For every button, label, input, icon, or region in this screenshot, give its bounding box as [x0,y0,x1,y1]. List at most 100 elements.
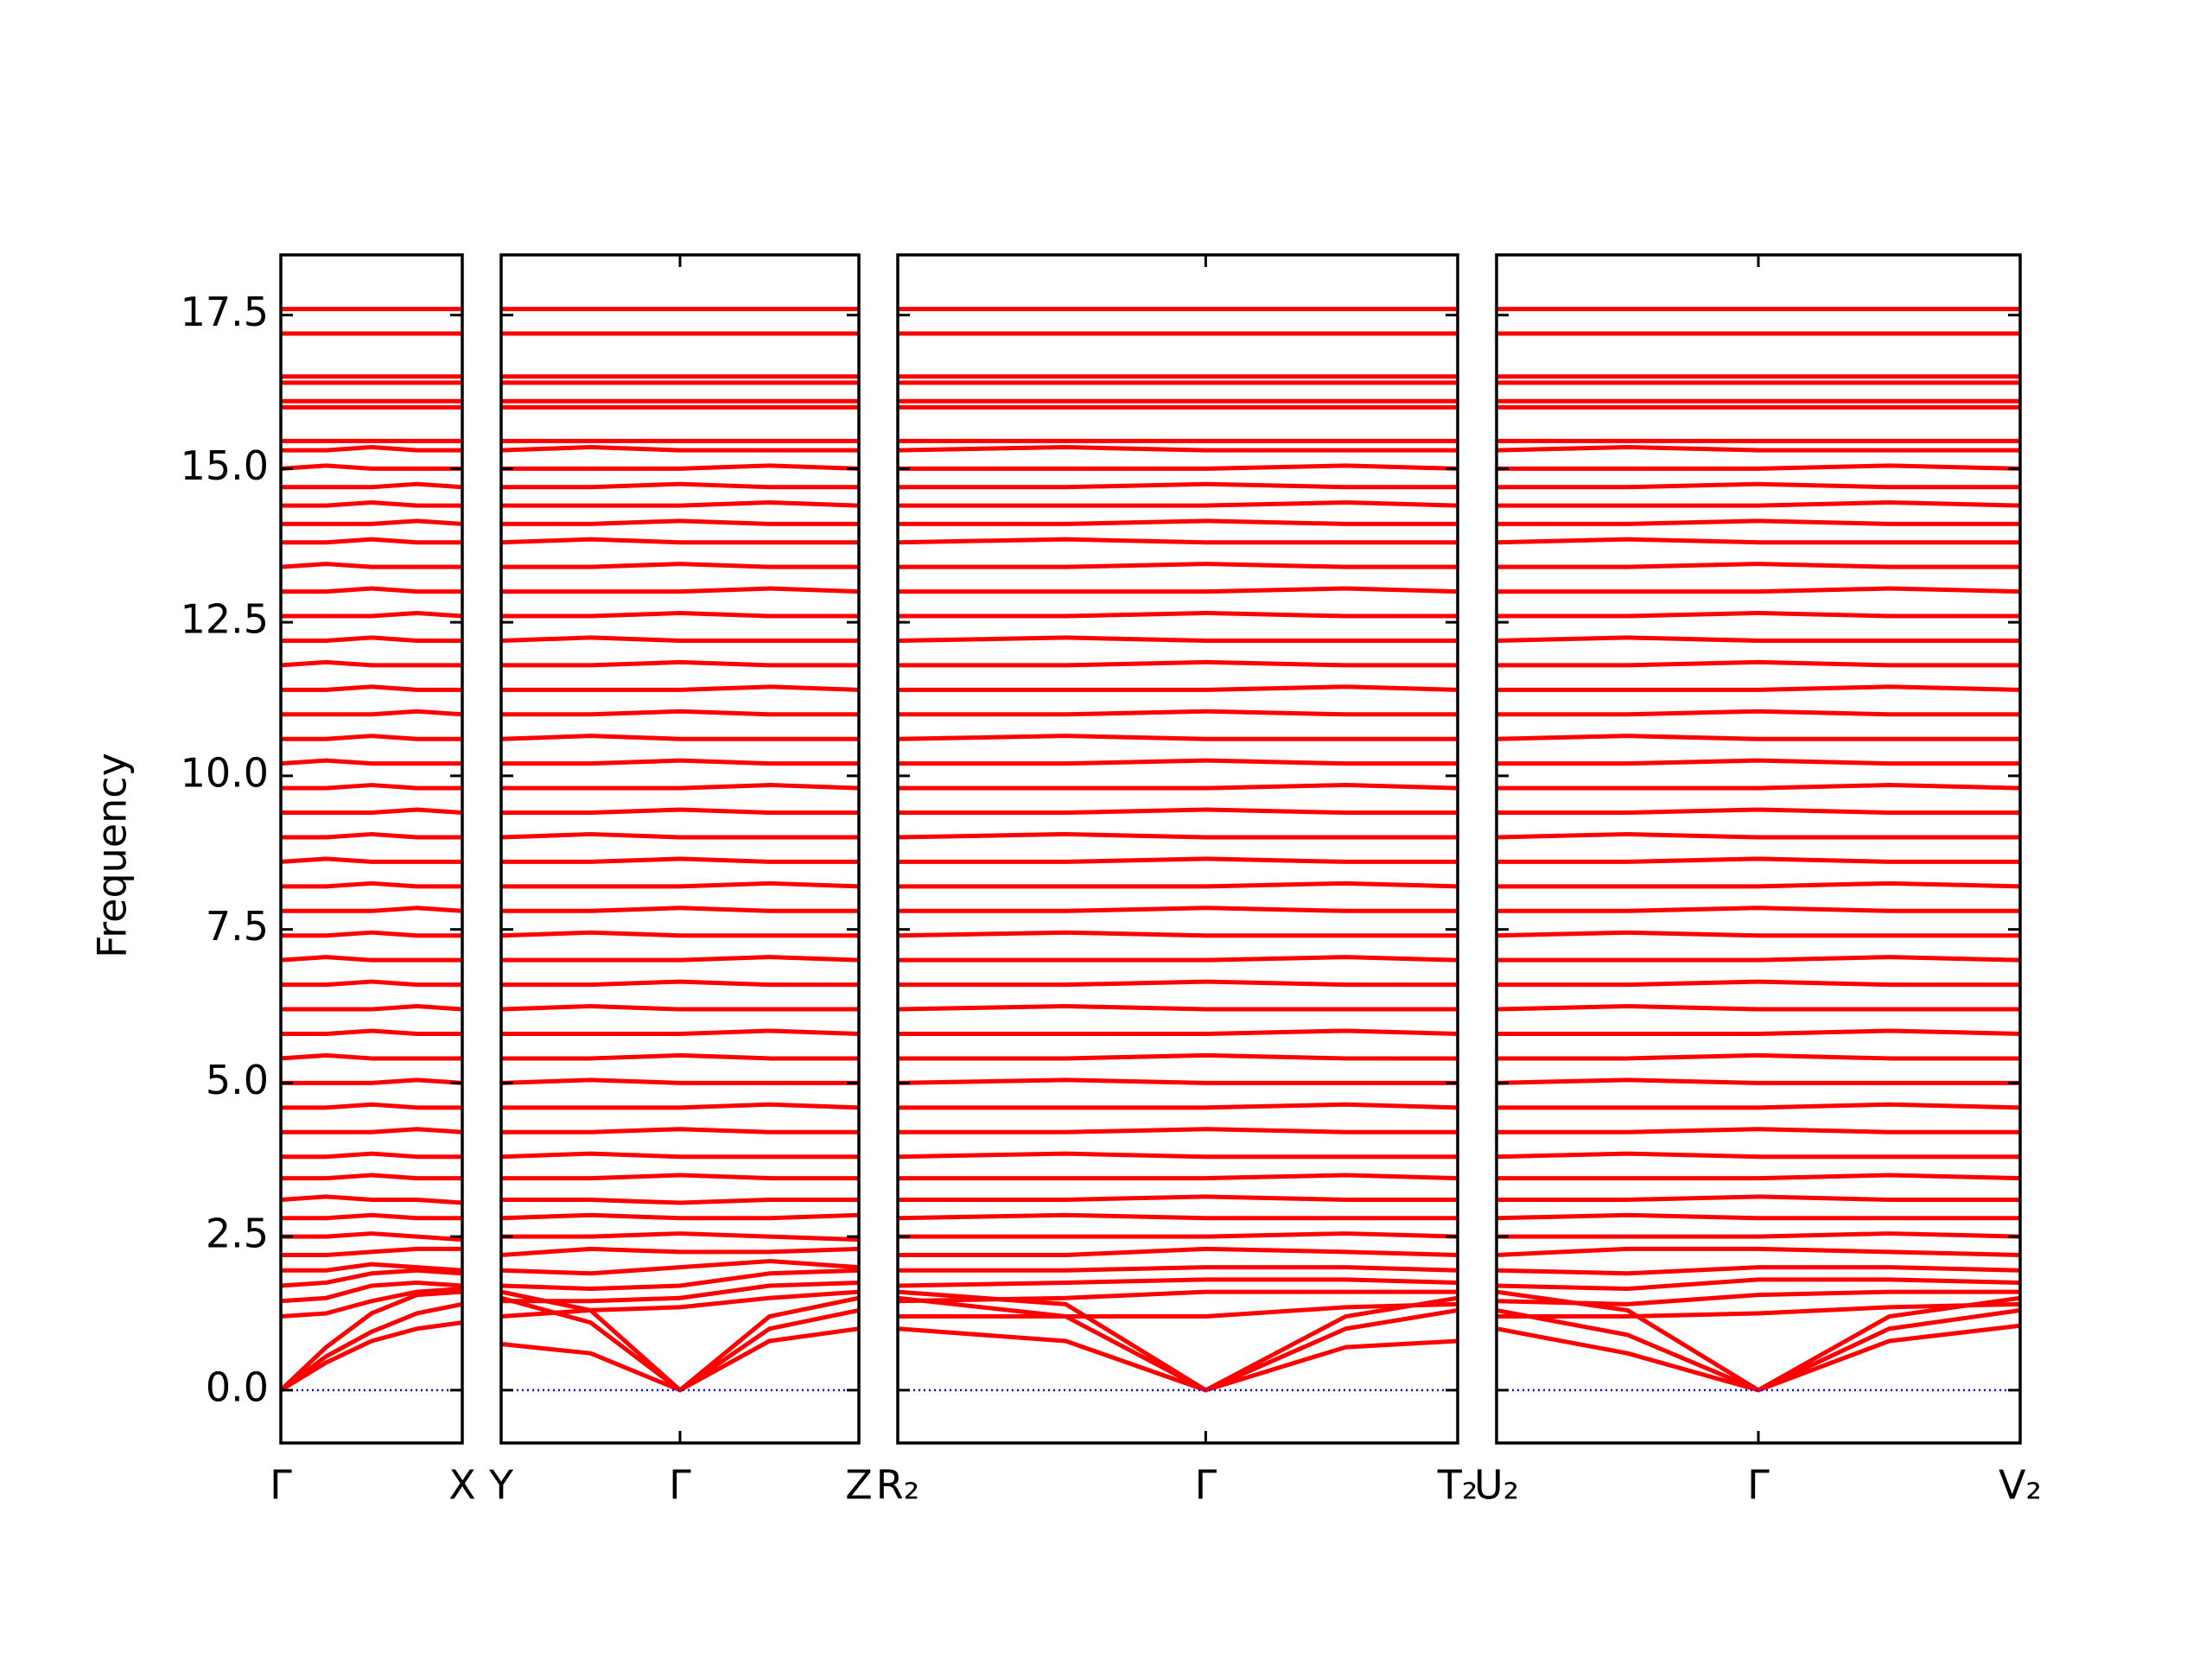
band-line [898,1265,1458,1273]
band-line [501,1077,859,1085]
band-line [501,684,859,692]
band-line [501,537,859,545]
y-tick-label: 2.5 [206,1211,269,1257]
band-line [501,1173,859,1181]
band-line [1497,518,2020,526]
band-line [898,1231,1458,1239]
band-line [898,1151,1458,1160]
band-line [1497,1231,2020,1239]
band-line [898,1277,1458,1288]
band-line [898,831,1458,840]
band-line [898,807,1458,816]
y-tick-label: 10.0 [181,749,269,796]
band-line [281,518,462,526]
band-line [281,635,462,643]
band-line [281,1320,462,1392]
band-line [898,659,1458,668]
band-line [281,445,462,453]
band-line [898,610,1458,619]
band-line [1497,1004,2020,1012]
band-line [501,463,859,471]
y-tick-label: 0.0 [206,1363,269,1410]
y-tick-label: 17.5 [181,289,269,335]
band-line [898,930,1458,938]
band-line [898,463,1458,471]
band-line [898,445,1458,453]
band-line [281,906,462,913]
band-line [281,734,462,741]
band-line [898,709,1458,717]
band-line [501,807,859,816]
band-line [1497,807,2020,816]
band-line [1497,1052,2020,1061]
band-line [1497,831,2020,840]
band-line [281,1004,462,1012]
band-line [281,1102,462,1110]
band-line [1497,856,2020,864]
band-line [1497,635,2020,643]
band-line [281,979,462,988]
band-line [898,783,1458,791]
band-line [281,783,462,791]
x-tick-label: Γ [1747,1462,1770,1509]
band-line [281,1287,462,1319]
x-tick-label: Γ [669,1462,691,1509]
band-line [1497,1077,2020,1085]
band-line [501,518,859,526]
band-line [281,1151,462,1160]
band-line [898,979,1458,988]
band-line [281,807,462,816]
band-line [281,880,462,889]
band-line [898,1004,1458,1012]
band-line [1497,562,2020,569]
band-line [501,734,859,741]
band-line [898,1173,1458,1181]
band-line [501,500,859,508]
band-line [1497,758,2020,766]
band-line [501,1127,859,1135]
band-line [898,537,1458,545]
band-line [898,880,1458,889]
band-line [898,1127,1458,1135]
band-line [281,1268,462,1288]
band-line [281,481,462,490]
band-line [1497,930,2020,938]
x-tick-label: U₂ [1474,1462,1519,1509]
y-tick-label: 12.5 [181,596,269,643]
band-line [281,856,462,864]
band-line [1497,1301,2020,1319]
band-line [281,586,462,594]
band-line [281,1077,462,1085]
x-tick-label: Γ [270,1462,292,1509]
y-tick-label: 7.5 [206,903,269,950]
band-line [501,1246,859,1257]
band-line [501,635,859,643]
band-line [1497,734,2020,741]
band-line [281,684,462,692]
band-line [281,537,462,545]
x-tick-label: Z [845,1462,873,1509]
band-line [501,831,859,840]
panel-frame [279,253,464,1445]
band-line [1497,659,2020,668]
band-line [898,586,1458,594]
band-line [1497,445,2020,453]
band-line [1497,481,2020,490]
band-line [898,1102,1458,1110]
band-line [1497,684,2020,692]
band-line [281,1289,462,1392]
band-line [501,1197,859,1205]
band-line [501,1102,859,1110]
band-line [1497,880,2020,889]
band-line [898,562,1458,569]
band-line [1497,1265,2020,1276]
band-line [501,1289,859,1393]
band-line [1497,1194,2020,1202]
band-line [501,856,859,864]
band-line [281,1280,462,1304]
band-line [281,1262,462,1273]
band-line [501,758,859,766]
band-line [281,463,462,471]
band-line [501,1151,859,1160]
band-line [1497,783,2020,791]
